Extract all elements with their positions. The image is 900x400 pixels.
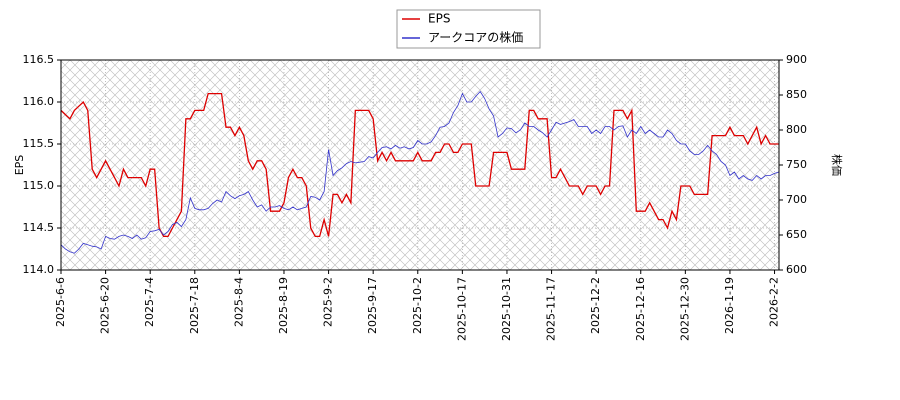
- legend: EPS アークコアの株価: [396, 9, 541, 49]
- legend-box: [396, 9, 541, 49]
- x-tick-label: 2026-2-2: [768, 277, 781, 327]
- x-tick-label: 2025-6-20: [99, 277, 112, 334]
- y-axis-label: EPS: [13, 155, 26, 176]
- y2-axis-label: 株価: [830, 154, 844, 176]
- y2-tick-label: 600: [786, 263, 807, 276]
- y-tick-label: 116.0: [23, 95, 55, 108]
- y-tick-label: 114.0: [23, 263, 55, 276]
- x-tick-label: 2025-10-2: [411, 277, 424, 334]
- y2-tick-label: 750: [786, 158, 807, 171]
- plot-frame: [60, 59, 780, 271]
- x-tick-label: 2025-6-6: [54, 277, 67, 327]
- x-tick-label: 2025-10-17: [455, 277, 468, 341]
- x-tick-label: 2025-9-2: [322, 277, 335, 327]
- x-tick-label: 2025-12-30: [678, 277, 691, 341]
- x-tick-label: 2025-7-4: [143, 277, 156, 327]
- legend-label: アークコアの株価: [428, 30, 523, 45]
- x-tick-label: 2026-1-19: [723, 277, 736, 334]
- x-tick-label: 2025-12-2: [589, 277, 602, 334]
- y2-tick-label: 700: [786, 193, 807, 206]
- x-tick-label: 2025-8-4: [232, 277, 245, 327]
- y2-tick-label: 850: [786, 88, 807, 101]
- plot-background: [61, 60, 779, 270]
- y-tick-label: 115.5: [23, 137, 55, 150]
- y2-tick-label: 650: [786, 228, 807, 241]
- y-tick-label: 115.0: [23, 179, 55, 192]
- x-tick-label: 2025-11-17: [545, 277, 558, 341]
- y-tick-label: 114.5: [23, 221, 55, 234]
- y2-tick-label: 900: [786, 53, 807, 66]
- legend-label: EPS: [428, 12, 450, 26]
- x-tick-label: 2025-8-19: [277, 277, 290, 334]
- x-tick-label: 2025-9-17: [366, 277, 379, 334]
- x-tick-label: 2025-10-31: [500, 277, 513, 341]
- y2-tick-label: 800: [786, 123, 807, 136]
- x-tick-label: 2025-12-16: [634, 277, 647, 341]
- series-line: [60, 90, 780, 254]
- x-tick-label: 2025-7-18: [188, 277, 201, 334]
- series-line: [60, 92, 779, 238]
- y-tick-label: 116.5: [23, 53, 55, 66]
